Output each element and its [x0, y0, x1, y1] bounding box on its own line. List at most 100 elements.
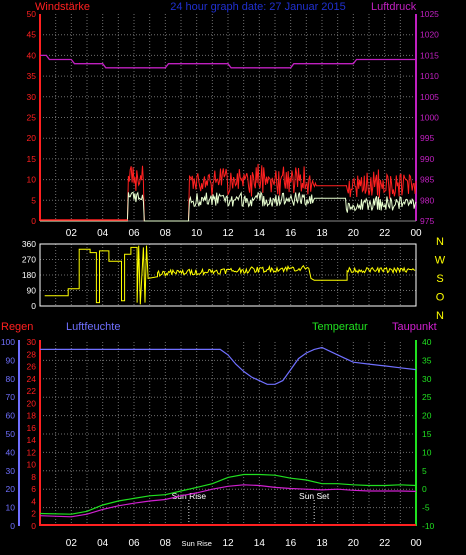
temperatur-tick: 0 [422, 484, 427, 494]
regen-tick: 12 [27, 447, 37, 457]
temperatur-tick: 30 [422, 374, 432, 384]
panel3-x-tick: 02 [66, 538, 78, 549]
regen-tick: 6 [31, 484, 36, 494]
luftdruck-tick: 975 [420, 216, 434, 226]
panel3-x-tick: 22 [379, 538, 391, 549]
panel1-x-tick: 16 [285, 228, 297, 239]
windstaerke-tick: 0 [31, 216, 36, 226]
regen-tick: 22 [27, 386, 37, 396]
luftdruck-tick: 995 [420, 133, 434, 143]
panel3-x-tick: 16 [285, 538, 297, 549]
luftfeuchte-title: Luftfeuchte [66, 321, 120, 333]
temperatur-tick: 15 [422, 429, 432, 439]
regen-tick: 28 [27, 349, 37, 359]
windstaerke-tick: 40 [27, 50, 37, 60]
compass-label-o: O [436, 292, 445, 304]
regen-tick: 0 [31, 521, 36, 531]
panel1-x-tick: 02 [66, 228, 78, 239]
luftfeuchte-tick: 70 [6, 392, 16, 402]
regen-tick: 16 [27, 423, 37, 433]
windstaerke-tick: 10 [27, 175, 37, 185]
direction-frame [39, 243, 417, 307]
luftdruck-tick: 1010 [420, 71, 439, 81]
regen-tick: 26 [27, 362, 37, 372]
temperatur-line [39, 473, 417, 515]
luftdruck-tick: 1005 [420, 92, 439, 102]
luftfeuchte-tick: 60 [6, 411, 16, 421]
temperatur-title: Temperatur [312, 321, 368, 333]
taupunkt-title: Taupunkt [392, 321, 437, 333]
luftdruck-title: Luftdruck [371, 1, 417, 13]
regen-tick: 30 [27, 337, 37, 347]
x-tick-sun-rise: Sun Rise [181, 539, 211, 548]
temperatur-tick: 20 [422, 411, 432, 421]
panel3-x-tick: 18 [316, 538, 328, 549]
direction-tick: 90 [27, 286, 37, 296]
temperatur-tick: 35 [422, 355, 432, 365]
luftdruck-tick: 1025 [420, 9, 439, 19]
panel3-x-tick: 12 [222, 538, 234, 549]
panel1-x-tick: 06 [128, 228, 140, 239]
luftfeuchte-tick: 40 [6, 447, 16, 457]
panel1-x-tick: 18 [316, 228, 328, 239]
temperatur-tick: 10 [422, 447, 432, 457]
direction-tick: 180 [22, 270, 36, 280]
luftfeuchte-line [40, 346, 417, 385]
panel3-x-tick: 08 [160, 538, 172, 549]
temperatur-tick: 40 [422, 337, 432, 347]
luftfeuchte-tick: 10 [6, 503, 16, 513]
regen-tick: 24 [27, 374, 37, 384]
luftfeuchte-tick: 20 [6, 484, 16, 494]
chart-date-title: 24 hour graph date: 27 Januar 2015 [170, 1, 346, 13]
direction-tick: 360 [22, 239, 36, 249]
compass-label-w: W [435, 255, 446, 267]
luftfeuchte-tick: 0 [10, 521, 15, 531]
taupunkt-line [39, 484, 417, 518]
temperatur-tick: 25 [422, 392, 432, 402]
panel1-x-tick: 10 [191, 228, 203, 239]
luftdruck-line [40, 54, 416, 69]
panel1-x-tick: 08 [160, 228, 172, 239]
windstaerke-tick: 30 [27, 92, 37, 102]
compass-label-n: N [436, 236, 444, 248]
luftdruck-tick: 1000 [420, 113, 439, 123]
regen-tick: 10 [27, 460, 37, 470]
panel3-x-tick: 04 [97, 538, 109, 549]
windstaerke-tick: 20 [27, 133, 37, 143]
luftdruck-tick: 1015 [420, 50, 439, 60]
windstaerke-tick: 25 [27, 113, 37, 123]
luftdruck-tick: 990 [420, 154, 434, 164]
panel3-x-tick: 06 [128, 538, 140, 549]
windstaerke-tick: 50 [27, 9, 37, 19]
panel3-x-tick: 14 [254, 538, 266, 549]
windstaerke-title: Windstärke [35, 1, 90, 13]
regen-tick: 2 [31, 509, 36, 519]
regen-title: Regen [1, 321, 33, 333]
panel3-x-tick: 00 [410, 538, 422, 549]
sun-set-label: Sun Set [299, 491, 330, 501]
windstaerke-tick: 45 [27, 30, 37, 40]
wind-direction-line [44, 245, 416, 305]
panel1-x-tick: 04 [97, 228, 109, 239]
windstaerke-tick: 5 [31, 195, 36, 205]
panel1-x-tick: 14 [254, 228, 266, 239]
direction-tick: 0 [31, 301, 36, 311]
windstaerke-tick: 15 [27, 154, 37, 164]
regen-tick: 14 [27, 435, 37, 445]
panel1-x-tick: 20 [348, 228, 360, 239]
regen-tick: 18 [27, 411, 37, 421]
sun-rise-label: Sun Rise [172, 491, 207, 501]
temperatur-tick: 5 [422, 466, 427, 476]
luftfeuchte-tick: 90 [6, 355, 16, 365]
regen-tick: 4 [31, 496, 36, 506]
panel3-x-tick: 20 [348, 538, 360, 549]
temperatur-tick: -10 [422, 521, 435, 531]
luftdruck-tick: 1020 [420, 30, 439, 40]
regen-tick: 20 [27, 398, 37, 408]
regen-tick: 8 [31, 472, 36, 482]
temperatur-tick: -5 [422, 503, 430, 513]
windstaerke-tick: 35 [27, 71, 37, 81]
wind-average-line [40, 190, 417, 222]
luftfeuchte-tick: 100 [1, 337, 15, 347]
